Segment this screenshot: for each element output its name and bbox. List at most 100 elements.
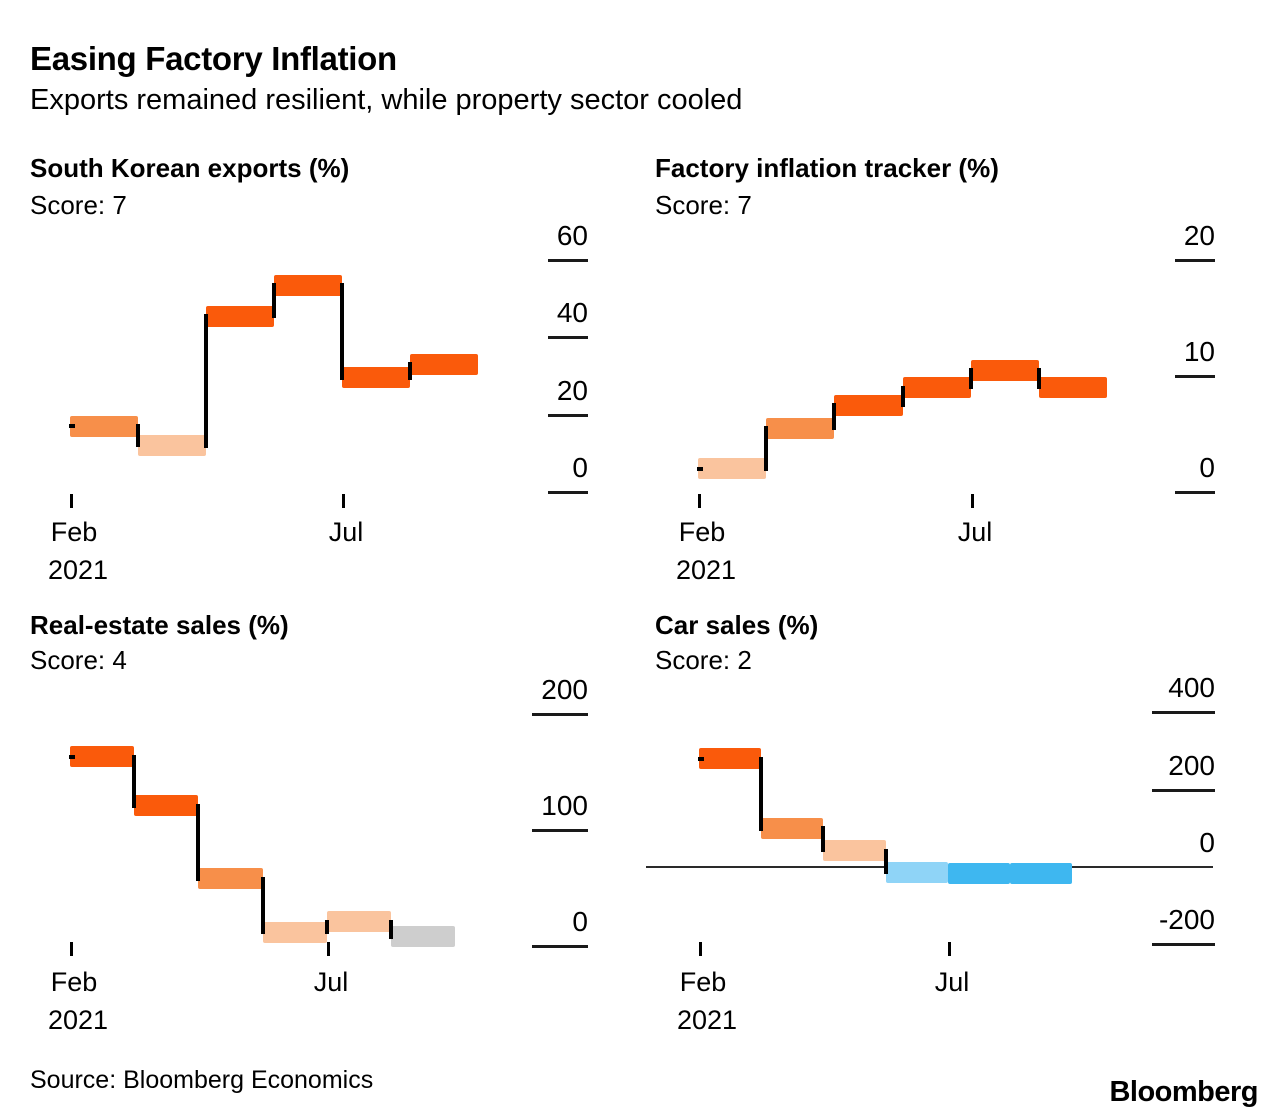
series-start-cap [697,467,703,471]
series-start-cap [69,755,75,759]
y-axis-label: 200 [1168,750,1215,781]
y-axis-label: 100 [541,790,588,821]
bar [206,306,274,327]
bar [823,840,886,861]
x-axis-label: Feb [678,517,726,547]
panel-4-title: Car sales (%) [655,610,819,640]
bar [698,458,766,479]
y-axis-tick [548,491,588,494]
bar [263,922,327,943]
x-axis-year-label: 2021 [676,1005,738,1035]
bar [971,360,1039,381]
step-connector [325,920,329,934]
x-axis-tick [70,494,73,508]
y-axis-label: 20 [1183,220,1215,251]
x-axis-year-label: 2021 [675,555,737,585]
step-connector [884,849,888,874]
bar [70,746,134,767]
y-axis-tick [1152,711,1215,714]
bar [886,862,948,883]
y-axis-label: 0 [1199,827,1215,858]
x-axis-label: Feb [679,967,727,997]
panel-4-score: Score: 2 [655,645,752,675]
y-axis-label: 60 [556,220,588,251]
step-connector [969,368,973,389]
x-axis-tick [948,942,951,956]
step-connector [1037,368,1041,389]
y-axis-tick [532,829,588,832]
bar [948,863,1010,884]
series-start-cap [69,424,75,428]
x-axis-label: Jul [934,967,970,997]
step-connector [389,920,393,939]
y-axis-label: 20 [556,375,588,406]
bar [327,911,391,932]
bar [391,926,455,947]
x-axis-label: Jul [328,517,364,547]
step-connector [821,826,825,852]
step-connector [759,757,763,831]
x-axis-label: Jul [957,517,993,547]
x-axis-tick [971,494,974,508]
y-axis-tick [1152,943,1215,946]
source-note: Source: Bloomberg Economics [30,1066,374,1094]
y-axis-tick [532,945,588,948]
bar [134,795,198,816]
step-connector [340,283,344,380]
y-axis-tick [548,336,588,339]
bar [1039,377,1107,398]
step-connector [408,362,412,380]
panel-1-score: Score: 7 [30,190,127,220]
x-axis-year-label: 2021 [47,1005,109,1035]
x-axis-tick [327,942,330,956]
y-axis-tick [1152,789,1215,792]
y-axis-label: 0 [572,452,588,483]
x-axis-label: Jul [313,967,349,997]
bar [903,377,971,398]
figure-title: Easing Factory Inflation [30,40,397,77]
step-connector [136,424,140,447]
bar [766,418,834,439]
y-axis-label: 400 [1168,672,1215,703]
x-axis-label: Feb [50,967,98,997]
y-axis-label: 0 [572,906,588,937]
x-axis-tick [342,494,345,508]
x-axis-tick [698,494,701,508]
step-connector [132,755,136,808]
step-connector [196,804,200,881]
y-axis-label: 10 [1183,336,1215,367]
figure-subtitle: Exports remained resilient, while proper… [30,84,743,116]
series-start-cap [698,757,704,761]
bar [834,395,903,416]
x-axis-year-label: 2021 [47,555,109,585]
y-axis-label: -200 [1158,904,1215,935]
bloomberg-logo: Bloomberg [1109,1076,1258,1108]
y-axis-tick [548,259,588,262]
panel-2-score: Score: 7 [655,190,752,220]
y-axis-tick [1175,259,1215,262]
bar [342,367,410,388]
y-axis-tick [1175,491,1215,494]
bar [1010,863,1072,884]
step-connector [272,283,276,318]
bar [761,818,823,839]
step-connector [261,877,265,934]
y-axis-label: 40 [556,297,588,328]
x-axis-label: Feb [50,517,98,547]
bar [198,868,263,889]
panel-3-score: Score: 4 [30,645,127,675]
x-axis-tick [70,942,73,956]
y-axis-label: 200 [541,674,588,705]
y-axis-tick [1175,375,1215,378]
step-connector [832,403,836,430]
bar [410,354,478,375]
bar [70,416,138,437]
x-axis-tick [699,942,702,956]
step-connector [764,426,768,471]
y-axis-tick [548,414,588,417]
step-connector [204,314,208,448]
y-axis-tick [532,713,588,716]
panel-3-title: Real-estate sales (%) [30,610,289,640]
bar [274,275,342,296]
